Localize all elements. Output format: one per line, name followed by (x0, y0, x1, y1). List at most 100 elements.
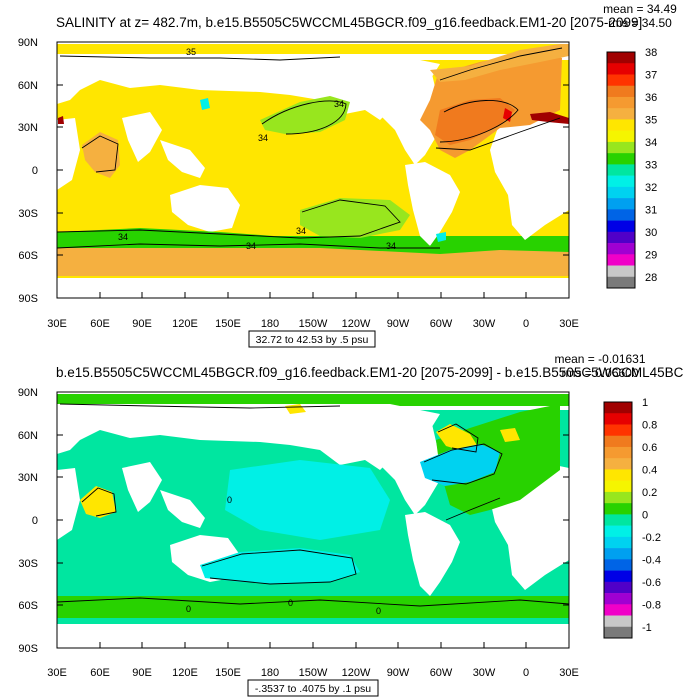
tropical-negative (225, 460, 390, 540)
lon-label: 60E (90, 318, 110, 330)
lon-label: 30E (559, 667, 579, 679)
panel2-range-label: -.3537 to .4075 by .1 psu (255, 683, 371, 695)
lon-label: 90E (132, 318, 152, 330)
lat-label: 60S (18, 250, 38, 262)
colorbar-swatch (607, 175, 635, 188)
colorbar-label: 32 (645, 182, 657, 194)
lon-label: 30W (473, 318, 496, 330)
contour-label: 34 (334, 99, 344, 109)
colorbar-swatch (607, 265, 635, 278)
arabian-sea-high (82, 132, 120, 178)
colorbar-swatch (607, 119, 635, 131)
lat-label: 0 (32, 165, 38, 177)
contour-label: 34 (118, 232, 128, 242)
panel1-lon-labels: 30E 60E 90E 120E 150E 180 150W 120W 90W … (47, 318, 579, 330)
colorbar-label: 28 (645, 272, 657, 284)
colorbar-swatch (607, 130, 635, 143)
lon-label: 30W (473, 667, 496, 679)
lat-label: 90N (18, 37, 38, 49)
colorbar-swatch (607, 243, 635, 255)
colorbar-label: 0.8 (642, 419, 657, 431)
colorbar-label: 33 (645, 159, 657, 171)
colorbar-swatch (607, 186, 635, 199)
colorbar-label: -0.4 (642, 554, 661, 566)
panel2-range-box (247, 679, 379, 697)
colorbar-label: 36 (645, 92, 657, 104)
colorbar-label: 0.4 (642, 464, 657, 476)
lat-label: 60N (18, 80, 38, 92)
lon-label: 120W (342, 318, 371, 330)
colorbar-swatch (604, 604, 632, 616)
panel1-lat-labels: 90N 60N 30N 0 30S 60S 90S (18, 37, 38, 305)
colorbar-label: 38 (645, 47, 657, 59)
landmass-australia (170, 185, 240, 232)
panel1-contours (57, 47, 563, 249)
colorbar-label: 1 (642, 397, 648, 409)
contour-label: 0 (288, 598, 293, 608)
colorbar-label: -1 (642, 622, 652, 634)
colorbar-swatch (607, 198, 635, 210)
lon-label: 120E (172, 318, 198, 330)
panel2-ticks (56, 391, 570, 649)
colorbar-swatch (604, 458, 632, 470)
colorbar-swatch (604, 514, 632, 526)
panel1-title: SALINITY at z= 482.7m, b.e15.B5505C5WCCM… (56, 15, 642, 30)
colorbar-swatch (607, 85, 635, 98)
colorbar-frame (606, 51, 636, 289)
colorbar-swatch (604, 593, 632, 605)
landmass-india (122, 112, 162, 162)
panel1-range-box (248, 330, 376, 348)
lat-label: 30N (18, 122, 38, 134)
lon-label: 60W (430, 667, 453, 679)
lon-label: 90W (387, 318, 410, 330)
colorbar-label: 0.6 (642, 442, 657, 454)
panel1-range-label: 32.72 to 42.53 by .5 psu (256, 334, 369, 346)
lon-label: 120W (342, 667, 371, 679)
panel1-colorbar: 38 37 36 35 34 33 32 31 30 29 28 (606, 47, 657, 289)
south-pacific-negative (200, 548, 360, 584)
panel2-mean-label: mean = -0.01631 (554, 352, 645, 366)
colorbar-label: 29 (645, 249, 657, 261)
north-pacific-fresh (260, 96, 350, 134)
colorbar-swatch (607, 153, 635, 165)
lon-label: 150E (215, 667, 241, 679)
panel2-lon-labels: 30E 60E 90E 120E 150E 180 150W 120W 90W … (47, 667, 579, 679)
lat-label: 30S (18, 208, 38, 220)
colorbar-swatch (604, 480, 632, 493)
landmass-maritime (160, 140, 205, 178)
mediterranean (530, 112, 569, 124)
lat-label: 90N (18, 387, 38, 399)
lon-label: 0 (523, 667, 529, 679)
lon-label: 150W (299, 318, 328, 330)
north-atlantic-core (435, 98, 515, 145)
colorbar-swatch (604, 446, 632, 459)
colorbar-label: 31 (645, 204, 657, 216)
panel2-rms-label: rms = 0.06600 (561, 366, 638, 380)
colorbar-swatch (604, 491, 632, 504)
labrador-positive (436, 424, 480, 452)
colorbar-swatch (604, 536, 632, 549)
lat-label: 90S (18, 293, 38, 305)
panel2-map: 0 0 0 0 (57, 392, 569, 648)
panel2-lat-labels: 90N 60N 30N 0 30S 60S 90S (18, 387, 38, 655)
panel2-contours (57, 403, 569, 607)
lat-label: 90S (18, 643, 38, 655)
contour-label: 0 (376, 606, 381, 616)
colorbar-label: 0 (642, 509, 648, 521)
contour-label: 0 (227, 495, 232, 505)
colorbar-swatch (607, 108, 635, 120)
colorbar-label: 37 (645, 69, 657, 81)
panel1-contour-labels: 35 34 34 34 34 34 34 (118, 47, 396, 251)
landmass-north-america (330, 410, 440, 515)
colorbar-frame (603, 401, 633, 639)
lon-label: 90W (387, 667, 410, 679)
colorbar-swatch (607, 276, 635, 289)
lon-label: 30E (47, 318, 67, 330)
colorbar-swatch (607, 96, 635, 109)
panel2-contour-labels: 0 0 0 0 (186, 495, 381, 616)
colorbar-swatch (604, 402, 632, 414)
colorbar-swatch (604, 469, 632, 481)
lon-label: 180 (261, 318, 279, 330)
panel2-title: b.e15.B5505C5WCCML45BGCR.f09_g16.feedbac… (56, 365, 684, 380)
lat-label: 60N (18, 430, 38, 442)
